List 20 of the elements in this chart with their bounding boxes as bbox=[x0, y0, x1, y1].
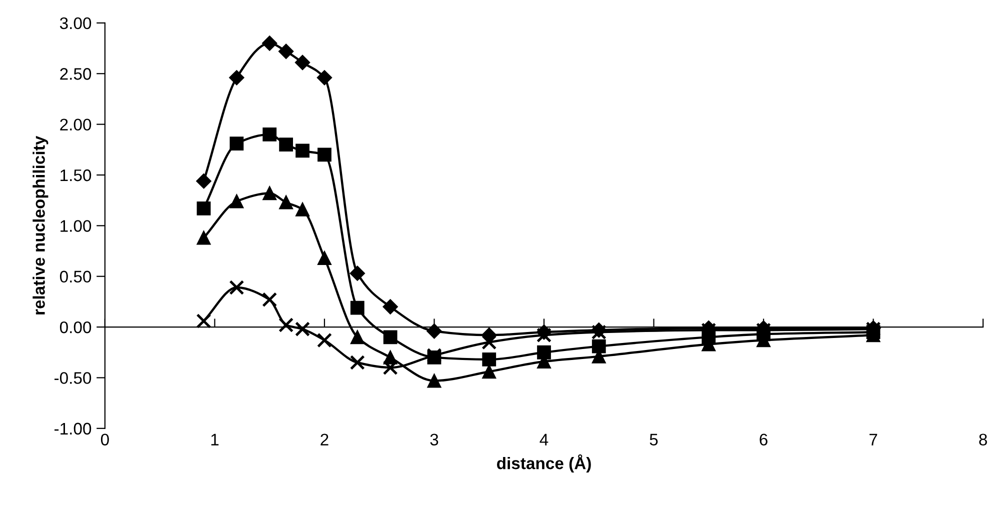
x-tick-label: 7 bbox=[870, 434, 878, 446]
x-axis-title: distance (Å) bbox=[497, 454, 591, 473]
y-axis-title: relative nucleophilicity bbox=[32, 136, 48, 314]
x-tick-label: 3 bbox=[430, 434, 438, 446]
x-tick-label: 1 bbox=[211, 434, 219, 446]
y-tick-label: 2.00 bbox=[60, 118, 92, 131]
x-tick-label: 0 bbox=[100, 434, 109, 446]
x-tick-label: 6 bbox=[760, 434, 768, 446]
y-tick-label: 3.00 bbox=[60, 17, 92, 30]
y-tick-label: 0.00 bbox=[60, 321, 92, 334]
y-tick-label: 1.50 bbox=[60, 169, 92, 182]
x-tick-label: 5 bbox=[650, 434, 658, 446]
y-tick-label: -0.50 bbox=[54, 372, 92, 384]
y-tick-label: 1.00 bbox=[60, 220, 92, 232]
y-tick-label: 2.50 bbox=[60, 68, 92, 80]
x-tick-label: 8 bbox=[979, 434, 987, 446]
y-tick-label: -1.00 bbox=[54, 422, 92, 435]
x-tick-label: 4 bbox=[540, 434, 548, 446]
x-tick-label: 2 bbox=[320, 434, 328, 446]
y-tick-label: 0.50 bbox=[60, 270, 92, 283]
